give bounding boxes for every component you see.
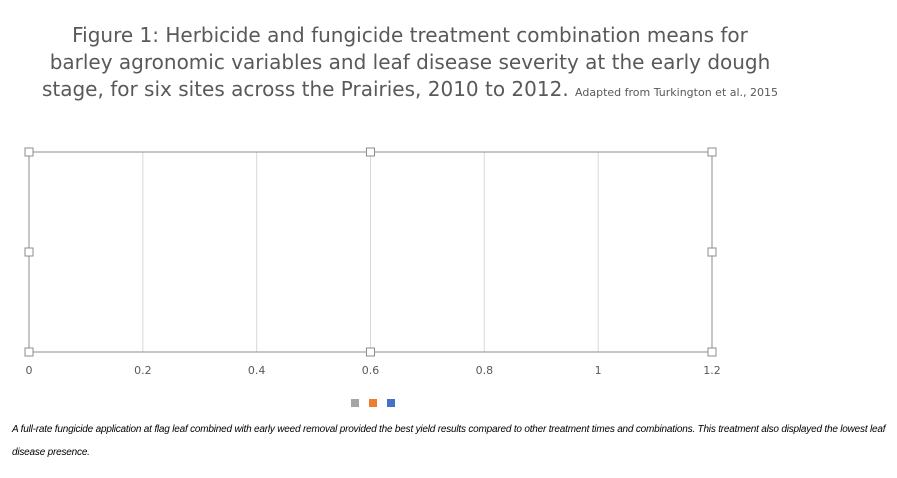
figure-caption: A full-rate fungicide application at fla… xyxy=(12,424,886,458)
selection-handles[interactable] xyxy=(24,147,717,357)
legend-swatch xyxy=(369,399,377,407)
resize-handle[interactable] xyxy=(24,347,34,357)
x-tick-label: 0.6 xyxy=(362,364,380,377)
resize-handle[interactable] xyxy=(366,347,375,357)
chart-subtitle: Adapted from Turkington et al., 2015 xyxy=(575,86,779,99)
x-tick-label: 0.4 xyxy=(248,364,266,377)
resize-handle[interactable] xyxy=(24,147,34,157)
x-tick-label: 0.2 xyxy=(134,364,152,377)
x-tick-label: 1.2 xyxy=(703,364,721,377)
x-tick-label: 1 xyxy=(595,364,602,377)
gridlines xyxy=(142,152,599,352)
resize-handle[interactable] xyxy=(707,347,717,357)
x-axis-tick-labels: 0 0.2 0.4 0.6 0.8 1 1.2 xyxy=(26,364,721,377)
x-tick-label: 0.8 xyxy=(476,364,494,377)
legend-swatch xyxy=(351,399,359,407)
resize-handle[interactable] xyxy=(366,147,375,157)
resize-handle[interactable] xyxy=(24,247,34,257)
x-tick-label: 0 xyxy=(26,364,33,377)
legend xyxy=(351,399,395,407)
chart-title: Figure 1: Herbicide and fungicide treatm… xyxy=(41,23,771,101)
chart-title-block: Figure 1: Herbicide and fungicide treatm… xyxy=(40,22,780,106)
legend-swatch xyxy=(387,399,395,407)
resize-handle[interactable] xyxy=(707,147,717,157)
resize-handle[interactable] xyxy=(707,247,717,257)
